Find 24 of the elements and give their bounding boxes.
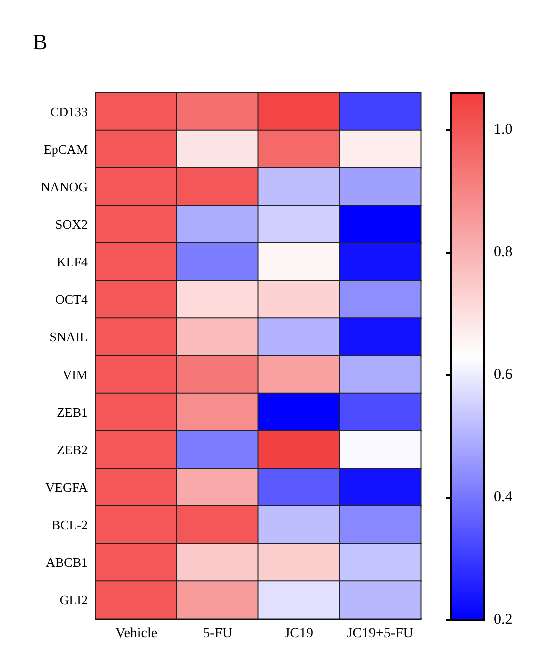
y-tick-label: EpCAM xyxy=(44,142,88,157)
y-tick-label: ABCB1 xyxy=(46,555,88,570)
y-tick-label: NANOG xyxy=(41,179,88,194)
color-bar-label: 0.2 xyxy=(494,612,513,628)
color-bar-label: 0.8 xyxy=(494,244,513,260)
y-tick-label: GLI2 xyxy=(60,592,88,608)
y-tick-label: KLF4 xyxy=(56,254,88,270)
color-bar-label: 0.4 xyxy=(494,489,514,506)
y-tick-label: SNAIL xyxy=(50,330,88,345)
color-bar-label: 0.6 xyxy=(494,366,514,383)
y-tick-label: CD133 xyxy=(50,104,88,120)
y-tick-label: ZEB2 xyxy=(56,442,88,458)
y-tick-label: VIM xyxy=(62,367,88,382)
y-tick-label: OCT4 xyxy=(56,292,88,308)
y-tick-label: VEGFA xyxy=(46,480,89,495)
x-tick-label: JC19+5-FU xyxy=(347,626,414,642)
color-bar-label: 1.0 xyxy=(494,122,513,138)
y-tick-label: BCL-2 xyxy=(52,518,88,533)
chart-title: B xyxy=(33,30,48,54)
x-tick-label: JC19 xyxy=(284,626,314,642)
y-tick-label: ZEB1 xyxy=(56,404,88,420)
x-tick-label: 5-FU xyxy=(203,626,233,642)
y-tick-label: SOX2 xyxy=(55,217,88,232)
x-tick-label: Vehicle xyxy=(116,626,158,642)
